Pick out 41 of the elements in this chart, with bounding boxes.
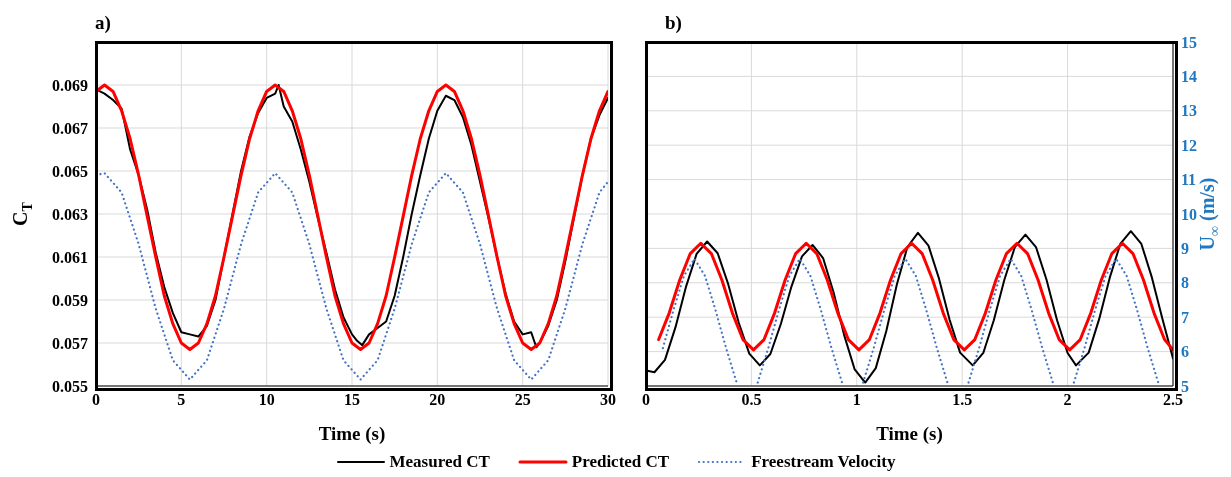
legend-label: Predicted CT bbox=[571, 452, 670, 472]
legend-label: Measured CT bbox=[389, 452, 490, 472]
line-series bbox=[96, 172, 608, 381]
y-tick-label: 0.065 bbox=[52, 162, 88, 180]
x-axis-title: Time (s) bbox=[876, 423, 943, 445]
x-tick-label: 0.5 bbox=[741, 391, 762, 409]
x-tick-label: 20 bbox=[429, 391, 446, 409]
x-tick-label: 25 bbox=[514, 391, 531, 409]
y-tick-label: 0.063 bbox=[52, 205, 88, 223]
y2-tick-label: 6 bbox=[1181, 343, 1189, 361]
y-tick-label: 0.061 bbox=[52, 248, 88, 266]
x-tick-label: 1 bbox=[852, 391, 861, 409]
x-tick-label: 30 bbox=[600, 391, 616, 409]
y2-tick-label: 9 bbox=[1181, 240, 1189, 258]
x-tick-label: 10 bbox=[258, 391, 275, 409]
x-tick-label: 5 bbox=[177, 391, 186, 409]
chart-title: b) bbox=[665, 12, 682, 34]
y-tick-label: 0.055 bbox=[52, 377, 88, 395]
y2-tick-label: 8 bbox=[1181, 274, 1189, 292]
line-series bbox=[657, 241, 1173, 352]
y2-tick-label: 14 bbox=[1181, 68, 1197, 86]
y2-tick-label: 5 bbox=[1181, 377, 1189, 395]
x-tick-label: 0 bbox=[642, 391, 650, 409]
x-tick-label: 15 bbox=[344, 391, 360, 409]
y2-tick-label: 10 bbox=[1181, 205, 1197, 223]
x-tick-label: 1.5 bbox=[952, 391, 973, 409]
y-tick-label: 0.069 bbox=[52, 76, 88, 94]
x-axis-title: Time (s) bbox=[318, 423, 386, 445]
y2-tick-label: 7 bbox=[1181, 308, 1189, 326]
chart-title: a) bbox=[95, 12, 111, 34]
y2-tick-label: 15 bbox=[1181, 33, 1197, 51]
legend-label: Freestream Velocity bbox=[751, 452, 896, 472]
y2-tick-label: 11 bbox=[1181, 171, 1197, 189]
x-tick-label: 2 bbox=[1063, 391, 1072, 409]
y2-tick-label: 13 bbox=[1181, 102, 1197, 120]
y-tick-label: 0.067 bbox=[52, 119, 88, 137]
x-tick-label: 2.5 bbox=[1163, 391, 1183, 409]
y-tick-label: 0.059 bbox=[52, 291, 88, 309]
y-tick-label: 0.057 bbox=[52, 334, 88, 352]
x-tick-label: 0 bbox=[92, 391, 100, 409]
y2-tick-label: 12 bbox=[1181, 136, 1197, 154]
